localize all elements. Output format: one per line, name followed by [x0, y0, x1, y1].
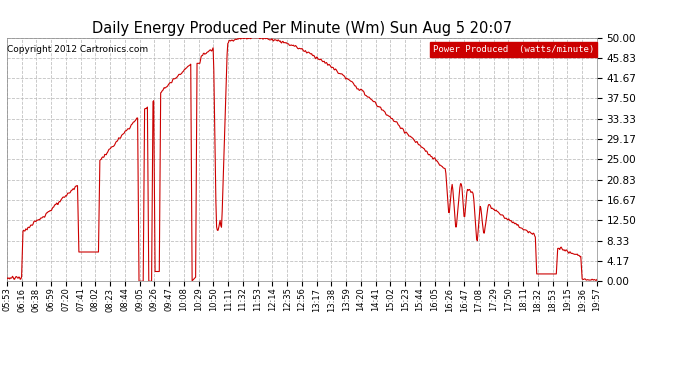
- Text: Power Produced  (watts/minute): Power Produced (watts/minute): [433, 45, 594, 54]
- Text: Copyright 2012 Cartronics.com: Copyright 2012 Cartronics.com: [8, 45, 148, 54]
- Title: Daily Energy Produced Per Minute (Wm) Sun Aug 5 20:07: Daily Energy Produced Per Minute (Wm) Su…: [92, 21, 512, 36]
